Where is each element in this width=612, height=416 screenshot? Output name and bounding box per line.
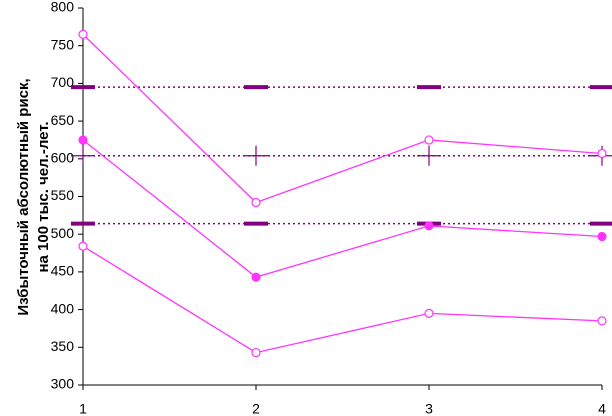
reference-marker xyxy=(244,145,268,166)
x-tick-label: 2 xyxy=(252,401,260,416)
y-tick-label: 300 xyxy=(51,376,75,392)
x-tick-label: 4 xyxy=(598,401,606,416)
y-tick-label: 800 xyxy=(51,0,75,15)
y-axis-label: Избыточный абсолютный риск, xyxy=(15,78,32,315)
y-tick-label: 650 xyxy=(51,112,75,128)
reference-marker xyxy=(417,145,441,166)
data-point xyxy=(597,316,607,326)
y-tick-label: 450 xyxy=(51,263,75,279)
y-tick-label: 600 xyxy=(51,150,75,166)
y-tick-label: 350 xyxy=(51,338,75,354)
y-tick-label: 750 xyxy=(51,36,75,52)
y-tick-label: 400 xyxy=(51,300,75,316)
data-point xyxy=(251,272,261,282)
data-point xyxy=(597,231,607,242)
data-point xyxy=(597,148,607,159)
y-tick-label: 700 xyxy=(51,74,75,90)
y-axis-label: на 100 тыс. чел.-лет. xyxy=(35,121,52,272)
y-tick-label: 500 xyxy=(51,225,75,241)
data-point xyxy=(78,241,88,251)
data-point xyxy=(78,29,88,39)
data-point xyxy=(78,135,88,145)
x-tick-label: 3 xyxy=(425,401,433,416)
data-point xyxy=(424,308,434,318)
series-line xyxy=(82,33,603,204)
data-point xyxy=(424,221,434,231)
x-tick-label: 1 xyxy=(79,401,87,416)
data-point xyxy=(251,347,261,358)
data-point xyxy=(424,135,434,145)
series-line xyxy=(82,139,603,278)
y-label-group: Избыточный абсолютный риск, на 100 тыс. … xyxy=(15,78,52,315)
series-line xyxy=(82,245,603,354)
reference-marker xyxy=(71,145,95,166)
y-tick-label: 550 xyxy=(51,187,75,203)
data-point xyxy=(251,197,261,208)
